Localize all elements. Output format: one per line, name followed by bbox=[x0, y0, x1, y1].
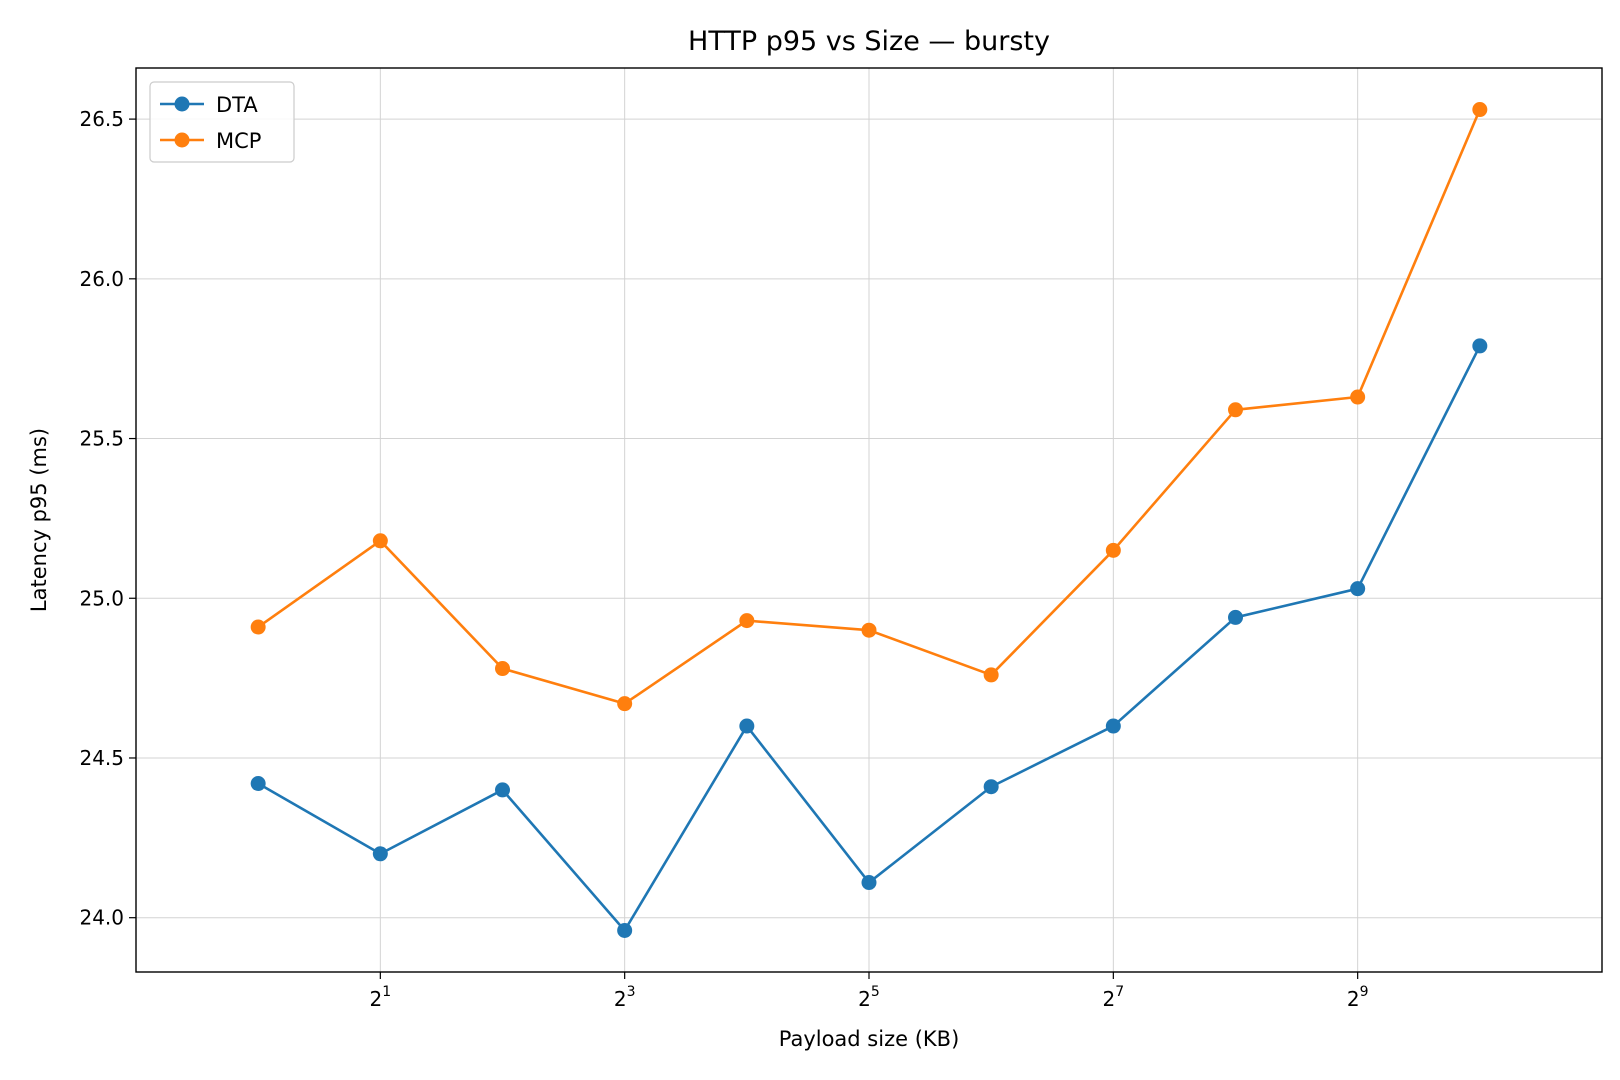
data-point-dta bbox=[1472, 338, 1488, 354]
data-point-mcp bbox=[1350, 389, 1366, 405]
x-tick-label: 21 bbox=[370, 984, 392, 1011]
series-mcp bbox=[250, 102, 1488, 712]
x-tick-exponent: 3 bbox=[627, 984, 636, 1000]
data-point-dta bbox=[372, 846, 388, 862]
data-point-mcp bbox=[983, 667, 999, 683]
y-axis-label: Latency p95 (ms) bbox=[27, 428, 51, 612]
x-axis-label: Payload size (KB) bbox=[779, 1027, 960, 1051]
grid-lines bbox=[136, 68, 1602, 972]
data-point-dta bbox=[1350, 581, 1366, 597]
y-tick-label: 26.5 bbox=[79, 107, 124, 131]
data-point-dta bbox=[250, 776, 266, 792]
legend-label: DTA bbox=[216, 93, 258, 117]
y-tick-label: 26.0 bbox=[79, 267, 124, 291]
y-tick-label: 25.5 bbox=[79, 427, 124, 451]
data-point-mcp bbox=[250, 619, 266, 635]
legend-marker bbox=[174, 132, 190, 148]
x-tick-base: 2 bbox=[1347, 987, 1360, 1011]
axis-ticks: 24.024.525.025.526.026.521 23 25 27 29 bbox=[79, 107, 1368, 1011]
legend-label: MCP bbox=[216, 129, 261, 153]
x-tick-exponent: 7 bbox=[1115, 984, 1124, 1000]
data-point-mcp bbox=[372, 533, 388, 549]
series-layer bbox=[250, 102, 1488, 938]
data-point-dta bbox=[983, 779, 999, 795]
data-point-dta bbox=[861, 875, 877, 891]
data-point-dta bbox=[1105, 718, 1121, 734]
series-dta bbox=[250, 338, 1488, 938]
legend-item-mcp: MCP bbox=[160, 129, 261, 153]
x-tick-exponent: 5 bbox=[871, 984, 880, 1000]
x-tick-label: 27 bbox=[1103, 984, 1125, 1011]
x-tick-label: 25 bbox=[858, 984, 880, 1011]
legend-item-dta: DTA bbox=[160, 93, 258, 117]
x-tick-base: 2 bbox=[614, 987, 627, 1011]
data-point-mcp bbox=[739, 613, 755, 629]
y-tick-label: 24.5 bbox=[79, 746, 124, 770]
x-tick-base: 2 bbox=[1103, 987, 1116, 1011]
x-tick-label: 23 bbox=[614, 984, 636, 1011]
data-point-mcp bbox=[1472, 102, 1488, 118]
x-tick-exponent: 1 bbox=[382, 984, 391, 1000]
chart-title: HTTP p95 vs Size — bursty bbox=[688, 26, 1050, 57]
data-point-dta bbox=[739, 718, 755, 734]
data-point-mcp bbox=[495, 661, 510, 677]
x-tick-base: 2 bbox=[370, 987, 383, 1011]
data-point-dta bbox=[617, 922, 633, 938]
y-tick-label: 25.0 bbox=[79, 586, 124, 610]
data-point-mcp bbox=[861, 622, 877, 638]
y-tick-label: 24.0 bbox=[79, 906, 124, 930]
data-point-mcp bbox=[1228, 402, 1243, 418]
legend: DTA MCP bbox=[149, 81, 295, 163]
x-tick-base: 2 bbox=[858, 987, 871, 1011]
data-point-mcp bbox=[1105, 542, 1121, 558]
data-point-mcp bbox=[617, 696, 633, 712]
data-point-dta bbox=[495, 782, 510, 798]
legend-marker bbox=[174, 96, 190, 112]
x-tick-label: 29 bbox=[1347, 984, 1369, 1011]
x-tick-exponent: 9 bbox=[1360, 984, 1369, 1000]
data-point-dta bbox=[1228, 609, 1243, 625]
